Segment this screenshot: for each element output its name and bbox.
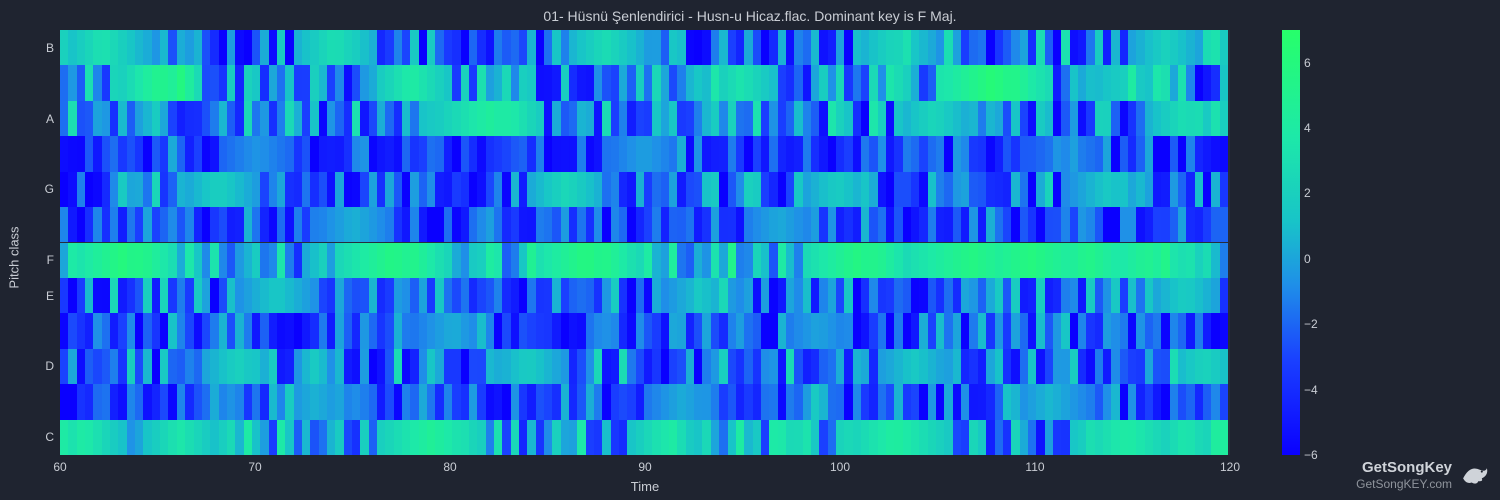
colorbar-tick: 0: [1304, 252, 1311, 266]
x-tick: 100: [830, 460, 850, 474]
heatmap-row: [60, 65, 1230, 100]
y-tick: E: [30, 289, 54, 303]
heatmap-row: [60, 278, 1230, 313]
x-axis-label: Time: [60, 479, 1230, 494]
colorbar-tick: 4: [1304, 121, 1311, 135]
colorbar-tick: 2: [1304, 186, 1311, 200]
heatmap-row: [60, 101, 1230, 136]
y-tick: G: [30, 182, 54, 196]
colorbar-tick: −2: [1304, 317, 1318, 331]
bird-icon: [1458, 458, 1492, 492]
colorbar-tick: −6: [1304, 448, 1318, 462]
watermark-url: GetSongKEY.com: [1356, 477, 1452, 491]
x-tick: 60: [53, 460, 66, 474]
heatmap-plot-area: [60, 30, 1230, 455]
y-tick: B: [30, 41, 54, 55]
heatmap-row: [60, 420, 1230, 455]
x-tick: 120: [1220, 460, 1240, 474]
heatmap-row: [60, 30, 1230, 65]
heatmap-row: [60, 136, 1230, 171]
x-tick: 80: [443, 460, 456, 474]
watermark-text: GetSongKey GetSongKEY.com: [1356, 459, 1452, 491]
y-tick: F: [30, 253, 54, 267]
heatmap-row: [60, 384, 1230, 419]
x-tick: 90: [638, 460, 651, 474]
y-tick: D: [30, 359, 54, 373]
watermark: GetSongKey GetSongKEY.com: [1356, 458, 1492, 492]
x-tick: 110: [1025, 460, 1044, 474]
heatmap-row: [60, 243, 1230, 278]
colorbar: −6−4−20246: [1282, 30, 1300, 455]
chart-title: 01- Hüsnü Şenlendirici - Husn-u Hicaz.fl…: [0, 8, 1500, 24]
heatmap-row: [60, 172, 1230, 207]
heatmap-row: [60, 313, 1230, 348]
y-tick: C: [30, 430, 54, 444]
heatmap-row: [60, 207, 1230, 242]
y-tick: A: [30, 112, 54, 126]
colorbar-tick: 6: [1304, 56, 1311, 70]
x-tick: 70: [248, 460, 261, 474]
y-axis-label: Pitch class: [7, 226, 22, 288]
colorbar-tick: −4: [1304, 383, 1318, 397]
heatmap-row: [60, 349, 1230, 384]
chromagram-chart: 01- Hüsnü Şenlendirici - Husn-u Hicaz.fl…: [0, 0, 1500, 500]
watermark-brand: GetSongKey: [1356, 459, 1452, 477]
